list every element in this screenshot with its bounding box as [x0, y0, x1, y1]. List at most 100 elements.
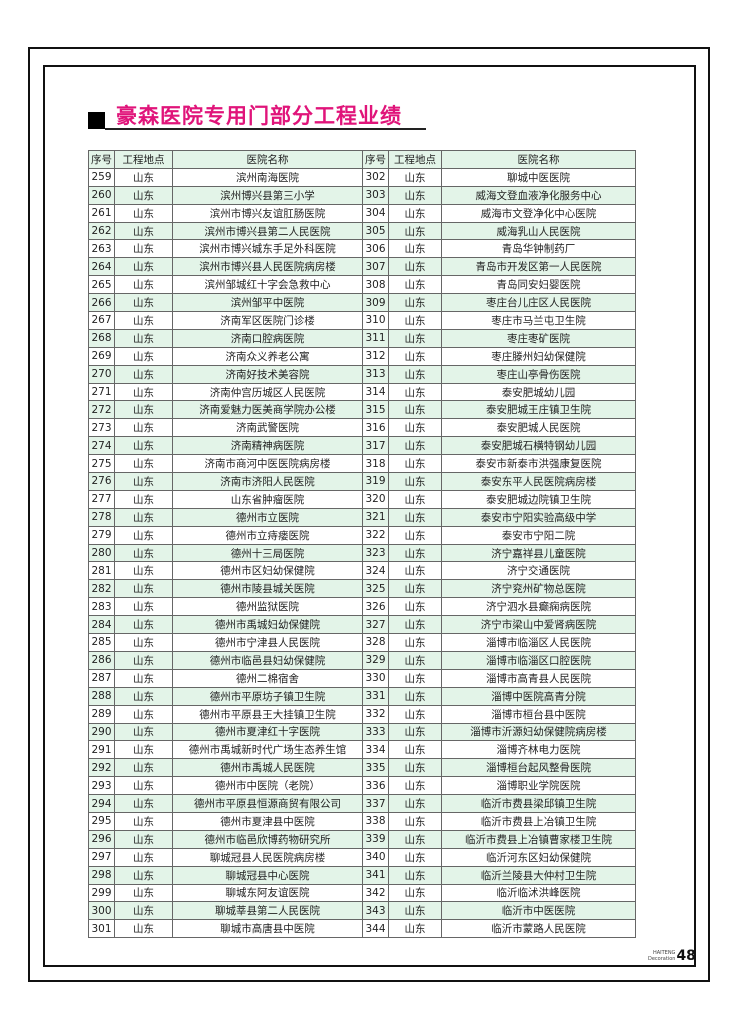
table-row: 293 山东 德州市中医院（老院） 336 山东 淄博职业学院医院	[88, 776, 636, 796]
row-hospital: 泰安东平人民医院病房楼	[441, 472, 636, 491]
row-hospital: 德州市平原县王大挂镇卫生院	[172, 704, 363, 724]
row-location: 山东	[114, 650, 173, 670]
inner-frame	[43, 65, 696, 967]
row-location: 山东	[388, 543, 442, 563]
row-hospital: 德州二棉宿舍	[172, 668, 363, 688]
row-location: 山东	[388, 758, 442, 778]
row-location: 山东	[388, 847, 442, 867]
row-no: 300	[88, 901, 115, 921]
row-location: 山东	[388, 454, 442, 474]
row-hospital: 德州市夏津县中医院	[172, 811, 363, 831]
row-location: 山东	[388, 686, 442, 706]
row-hospital: 济南市商河中医医院病房楼	[172, 454, 363, 474]
table-row: 295 山东 德州市夏津县中医院 338 山东 临沂市费县上冶镇卫生院	[88, 811, 636, 831]
row-no: 328	[362, 633, 389, 652]
row-location: 山东	[388, 883, 442, 903]
row-location: 山东	[114, 579, 173, 599]
row-location: 山东	[388, 579, 442, 599]
row-hospital: 泰安市宁阳二院	[441, 525, 636, 545]
row-location: 山东	[114, 919, 173, 939]
row-no: 339	[362, 829, 389, 849]
row-no: 263	[88, 239, 115, 259]
row-no: 330	[362, 668, 389, 688]
row-no: 307	[362, 257, 389, 277]
row-location: 山东	[114, 382, 173, 402]
row-hospital: 济宁兖州矿物总医院	[441, 579, 636, 599]
row-hospital: 滨州邹平中医院	[172, 293, 363, 313]
row-hospital: 济南口腔病医院	[172, 328, 363, 348]
row-location: 山东	[388, 257, 442, 277]
row-location: 山东	[388, 472, 442, 491]
row-hospital: 济宁泗水县癫痫病医院	[441, 597, 636, 617]
table-row: 287 山东 德州二棉宿舍 330 山东 淄博市高青县人民医院	[88, 668, 636, 688]
header-hospital: 医院名称	[441, 150, 636, 169]
row-no: 310	[362, 311, 389, 330]
row-location: 山东	[114, 811, 173, 831]
row-no: 266	[88, 293, 115, 313]
row-no: 288	[88, 686, 115, 706]
row-no: 337	[362, 794, 389, 813]
row-no: 324	[362, 561, 389, 581]
row-hospital: 济南市济阳人民医院	[172, 472, 363, 491]
row-no: 344	[362, 919, 389, 939]
table-row: 274 山东 济南精神病医院 317 山东 泰安肥城石横特钢幼儿园	[88, 436, 636, 456]
row-no: 278	[88, 507, 115, 527]
row-location: 山东	[388, 776, 442, 796]
table-header: 序号 工程地点 医院名称 序号 工程地点 医院名称	[88, 150, 636, 169]
table-row: 298 山东 聊城冠县中心医院 341 山东 临沂兰陵县大仲村卫生院	[88, 865, 636, 885]
row-no: 276	[88, 472, 115, 491]
row-no: 298	[88, 865, 115, 885]
row-location: 山东	[114, 525, 173, 545]
row-location: 山东	[388, 525, 442, 545]
table-row: 270 山东 济南好技术美容院 313 山东 枣庄山亭骨伤医院	[88, 364, 636, 384]
table-row: 268 山东 济南口腔病医院 311 山东 枣庄枣矿医院	[88, 328, 636, 348]
row-no: 305	[362, 221, 389, 241]
row-hospital: 淄博市临淄区口腔医院	[441, 650, 636, 670]
row-hospital: 泰安肥城人民医院	[441, 418, 636, 438]
row-no: 259	[88, 167, 115, 187]
row-location: 山东	[114, 364, 173, 384]
row-no: 318	[362, 454, 389, 474]
row-hospital: 德州十三局医院	[172, 543, 363, 563]
row-location: 山东	[114, 472, 173, 491]
table-row: 289 山东 德州市平原县王大挂镇卫生院 332 山东 淄博市桓台县中医院	[88, 704, 636, 724]
row-no: 323	[362, 543, 389, 563]
row-no: 319	[362, 472, 389, 491]
page-number: 48	[676, 948, 696, 964]
row-location: 山东	[388, 167, 442, 187]
row-location: 山东	[114, 543, 173, 563]
row-hospital: 滨州市博兴城东手足外科医院	[172, 239, 363, 259]
row-location: 山东	[114, 722, 173, 742]
row-hospital: 枣庄滕州妇幼保健院	[441, 346, 636, 366]
row-location: 山东	[114, 221, 173, 241]
row-no: 329	[362, 650, 389, 670]
row-hospital: 淄博桓台起风整骨医院	[441, 758, 636, 778]
row-location: 山东	[388, 400, 442, 420]
table-row: 301 山东 聊城市高唐县中医院 344 山东 临沂市蒙路人民医院	[88, 919, 636, 939]
row-no: 335	[362, 758, 389, 778]
row-hospital: 淄博齐林电力医院	[441, 740, 636, 760]
row-hospital: 淄博职业学院医院	[441, 776, 636, 796]
row-no: 272	[88, 400, 115, 420]
header-location: 工程地点	[114, 150, 173, 169]
row-no: 297	[88, 847, 115, 867]
row-no: 264	[88, 257, 115, 277]
row-no: 304	[362, 203, 389, 223]
row-no: 269	[88, 346, 115, 366]
row-hospital: 泰安肥城边院镇卫生院	[441, 489, 636, 509]
row-hospital: 临沂市费县上冶镇卫生院	[441, 811, 636, 831]
row-location: 山东	[114, 633, 173, 652]
table-row: 264 山东 滨州市博兴县人民医院病房楼 307 山东 青岛市开发区第一人民医院	[88, 257, 636, 277]
row-hospital: 滨州市博兴友谊肛肠医院	[172, 203, 363, 223]
row-hospital: 枣庄台儿庄区人民医院	[441, 293, 636, 313]
row-hospital: 德州市夏津红十字医院	[172, 722, 363, 742]
row-no: 286	[88, 650, 115, 670]
row-location: 山东	[114, 489, 173, 509]
row-hospital: 青岛市开发区第一人民医院	[441, 257, 636, 277]
table-row: 288 山东 德州市平原坊子镇卫生院 331 山东 淄博中医院高青分院	[88, 686, 636, 706]
row-no: 308	[362, 275, 389, 295]
row-no: 275	[88, 454, 115, 474]
row-no: 292	[88, 758, 115, 778]
row-no: 333	[362, 722, 389, 742]
row-hospital: 德州市立痔瘘医院	[172, 525, 363, 545]
